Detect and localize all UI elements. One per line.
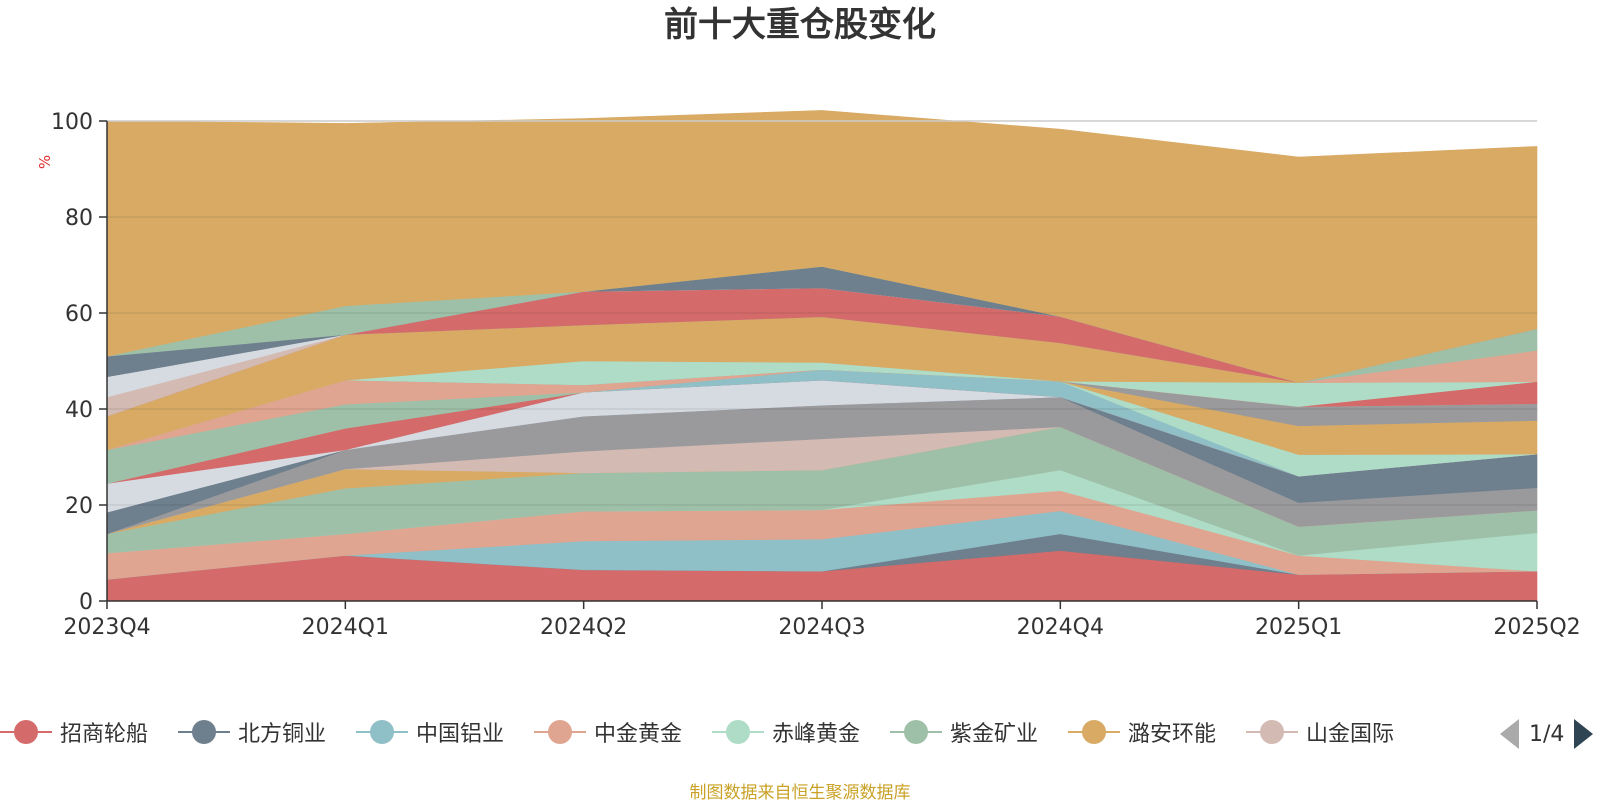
y-tick-label: 0 xyxy=(79,590,93,615)
legend-item[interactable]: 招商轮船 xyxy=(0,712,148,752)
legend-pager: 1/4 xyxy=(1500,716,1594,752)
legend-item[interactable]: 北方铜业 xyxy=(178,712,326,752)
x-tick-label: 2024Q1 xyxy=(302,615,389,640)
legend-label: 山金国际 xyxy=(1306,722,1395,747)
legend-next-arrow-icon[interactable] xyxy=(1574,719,1594,749)
y-tick-label: 40 xyxy=(65,398,93,423)
area-series-29 xyxy=(106,110,1538,383)
x-tick-label: 2024Q4 xyxy=(1017,615,1104,640)
x-tick-label: 2025Q2 xyxy=(1493,615,1580,640)
legend-label: 赤峰黄金 xyxy=(772,722,861,747)
legend-item[interactable]: 潞安环能 xyxy=(1068,712,1216,752)
legend-marker-icon xyxy=(178,717,230,747)
chart-title: 前十大重仓股变化 xyxy=(664,5,936,45)
legend-item[interactable]: 紫金矿业 xyxy=(890,712,1038,752)
legend-label: 北方铜业 xyxy=(238,722,327,747)
x-tick-label: 2024Q3 xyxy=(778,615,865,640)
legend-marker-icon xyxy=(712,717,764,747)
legend-label: 潞安环能 xyxy=(1128,722,1217,747)
legend-marker-icon xyxy=(356,717,408,747)
legend-item[interactable]: 山金国际 xyxy=(1246,712,1394,752)
x-tick-label: 2024Q2 xyxy=(540,615,627,640)
y-tick-label: 60 xyxy=(65,302,93,327)
legend-item[interactable]: 赤峰黄金 xyxy=(712,712,860,752)
x-tick-label: 2025Q1 xyxy=(1255,615,1342,640)
y-tick-label: 80 xyxy=(65,206,93,231)
legend-label: 中国铝业 xyxy=(416,722,505,747)
legend-marker-icon xyxy=(534,717,586,747)
legend-marker-icon xyxy=(1246,717,1298,747)
y-tick-label: 100 xyxy=(51,110,93,135)
legend-item[interactable]: 中金黄金 xyxy=(534,712,682,752)
source-note: 制图数据来自恒生聚源数据库 xyxy=(689,783,911,803)
x-tick-label: 2023Q4 xyxy=(63,615,150,640)
legend-marker-icon xyxy=(1068,717,1120,747)
legend-marker-icon xyxy=(0,717,52,747)
y-tick-label: 20 xyxy=(65,494,93,519)
legend-page-indicator: 1/4 xyxy=(1529,721,1565,747)
legend-label: 中金黄金 xyxy=(594,722,683,747)
y-axis-unit-label: % xyxy=(36,155,54,169)
legend-prev-arrow-icon[interactable] xyxy=(1500,719,1519,749)
legend-marker-icon xyxy=(890,717,942,747)
legend-label: 招商轮船 xyxy=(60,722,149,747)
legend-item[interactable]: 中国铝业 xyxy=(356,712,504,752)
chart-legend[interactable]: 招商轮船 北方铜业 中国铝业 中金黄金 赤峰黄金 紫金矿业 潞安环能 山金国际 xyxy=(0,712,1476,752)
legend-label: 紫金矿业 xyxy=(950,722,1039,747)
